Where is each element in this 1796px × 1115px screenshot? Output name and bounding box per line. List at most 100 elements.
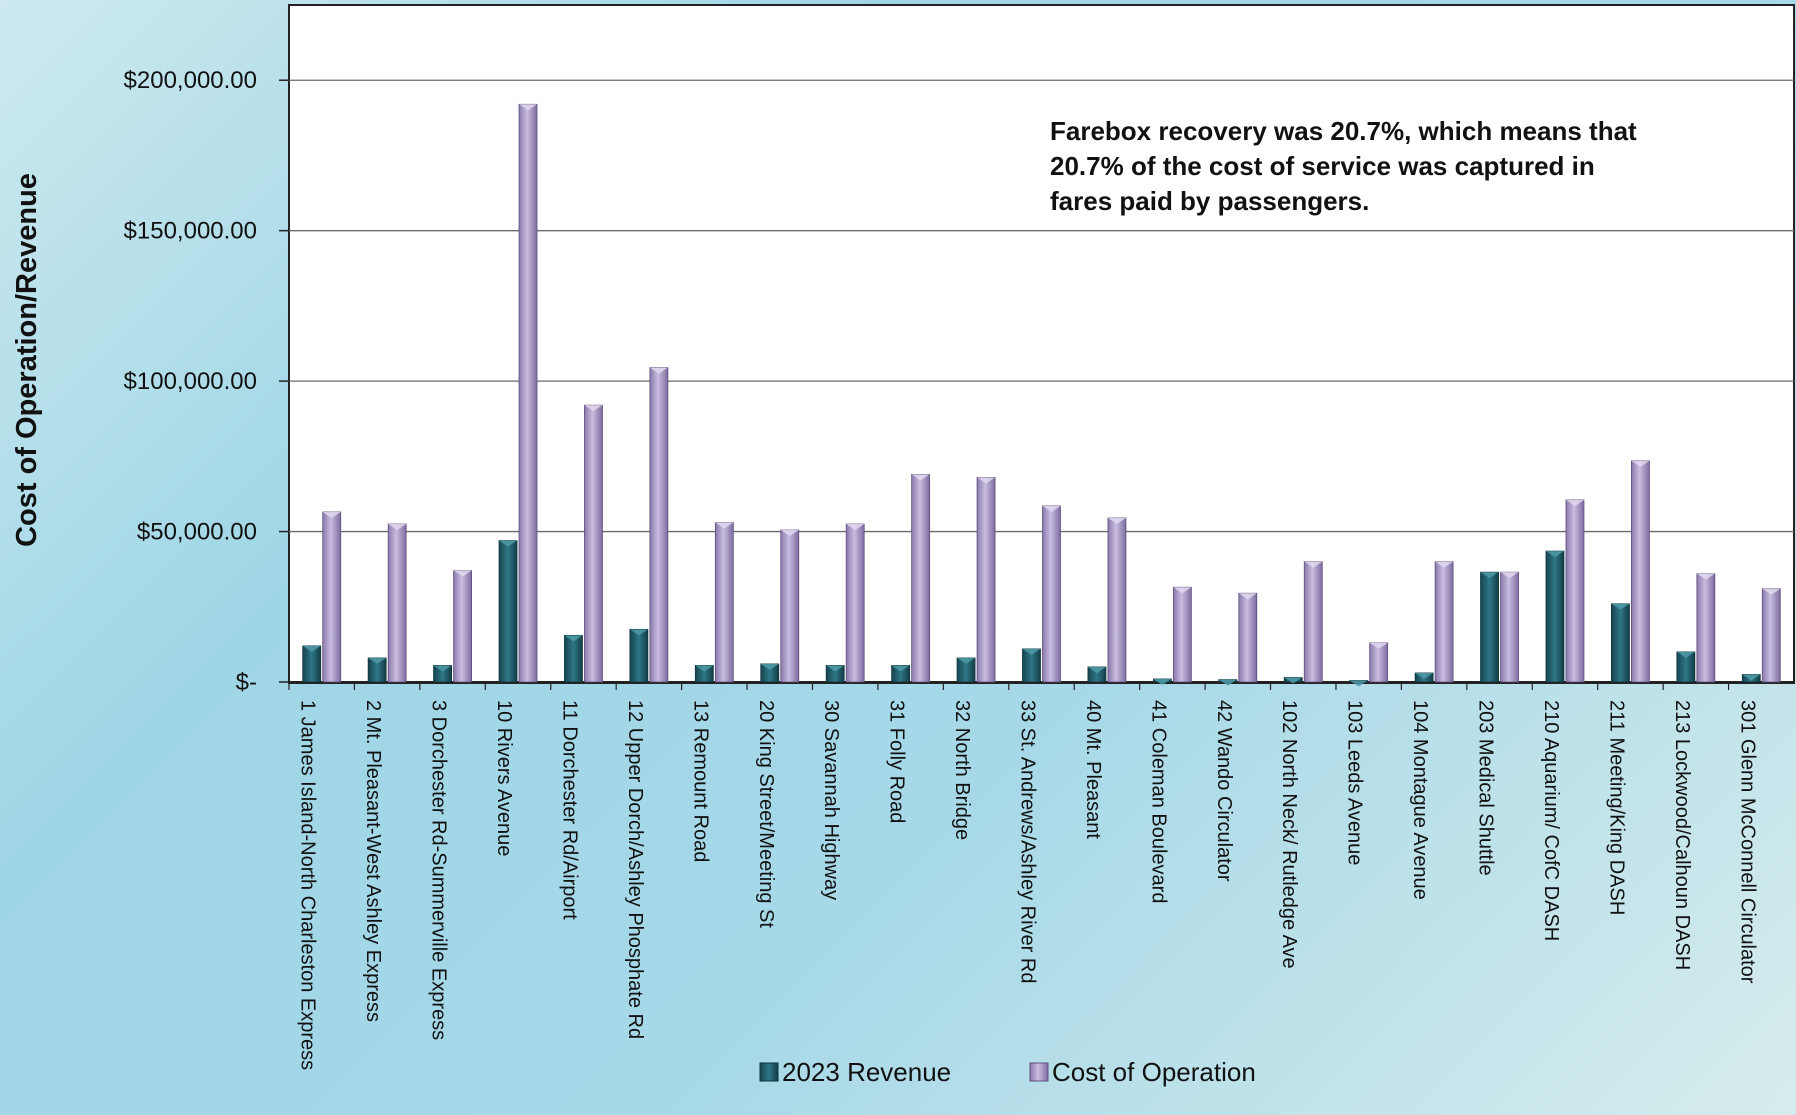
x-tick-label: 2 Mt. Pleasant-West Ashley Express bbox=[362, 700, 384, 1022]
bar-cap bbox=[1238, 593, 1257, 600]
bar-2023-revenue bbox=[825, 665, 845, 683]
x-tick-label: 30 Savannah Highway bbox=[820, 700, 842, 900]
bar-body bbox=[714, 522, 734, 683]
plot-area bbox=[288, 4, 1795, 684]
bar-cap bbox=[368, 657, 387, 664]
bar-cost-of-operation bbox=[1042, 505, 1061, 683]
x-tick-label: 40 Mt. Pleasant bbox=[1082, 700, 1104, 839]
bar-body bbox=[911, 473, 931, 683]
bar-cost-of-operation bbox=[1369, 642, 1389, 683]
bar-2023-revenue bbox=[1283, 677, 1303, 684]
x-tick-label: 12 Upper Dorch/Ashley Phosphate Rd bbox=[624, 700, 646, 1039]
annotation-line: Farebox recovery was 20.7%, which means … bbox=[1050, 116, 1637, 146]
bar-cap bbox=[846, 524, 865, 531]
bar-2023-revenue bbox=[1611, 603, 1630, 683]
bar-2023-revenue bbox=[1022, 648, 1041, 683]
bar-2023-revenue bbox=[1545, 550, 1565, 683]
bar-body bbox=[584, 404, 603, 683]
x-tick-label: 104 Montague Avenue bbox=[1409, 700, 1431, 900]
bar-2023-revenue bbox=[433, 665, 452, 683]
x-tick-label: 103 Leeds Avenue bbox=[1344, 700, 1366, 865]
bar-body bbox=[387, 523, 407, 683]
bars bbox=[302, 103, 1781, 687]
bar-cap bbox=[629, 629, 648, 636]
x-tick-label: 301 Glenn McConnell Circulator bbox=[1736, 700, 1758, 984]
bar-cost-of-operation bbox=[453, 570, 472, 683]
bar-2023-revenue bbox=[1676, 651, 1696, 683]
bar-body bbox=[649, 367, 669, 683]
bar-body bbox=[1761, 588, 1781, 683]
bar-cap bbox=[1611, 603, 1630, 610]
y-tick-label: $200,000.00 bbox=[124, 67, 257, 94]
bar-2023-revenue bbox=[302, 645, 322, 683]
x-tick-label: 213 Lockwood/Calhoun DASH bbox=[1671, 700, 1693, 970]
bar-cap bbox=[1500, 572, 1519, 579]
bar-body bbox=[1303, 561, 1323, 683]
bar-cap bbox=[322, 511, 341, 518]
bar-cap bbox=[891, 665, 910, 672]
y-tick-label: $50,000.00 bbox=[137, 519, 257, 546]
bar-cap bbox=[649, 367, 668, 374]
bar-cap bbox=[977, 477, 996, 484]
bar-cap bbox=[1676, 651, 1695, 658]
annotation-line: fares paid by passengers. bbox=[1050, 186, 1369, 216]
bar-2023-revenue bbox=[498, 540, 518, 683]
bar-body bbox=[518, 103, 538, 683]
bar-cost-of-operation bbox=[1434, 561, 1454, 683]
y-axis-ticks: $- $50,000.00 $100,000.00 $150,000.00 $200,0… bbox=[124, 67, 257, 696]
bar-cap bbox=[499, 540, 518, 547]
bar-cost-of-operation bbox=[1500, 571, 1519, 683]
x-tick-label: 41 Coleman Boulevard bbox=[1147, 700, 1169, 903]
bar-cap bbox=[1022, 648, 1041, 655]
legend-swatch bbox=[759, 1062, 779, 1082]
bar-cost-of-operation bbox=[649, 367, 669, 683]
bar-cost-of-operation bbox=[714, 522, 734, 683]
bar-body bbox=[1545, 550, 1565, 683]
bar-2023-revenue bbox=[1741, 674, 1761, 683]
farebox-annotation: Farebox recovery was 20.7%, which means … bbox=[1050, 116, 1637, 216]
bar-cost-of-operation bbox=[780, 529, 800, 683]
bar-cost-of-operation bbox=[1761, 588, 1781, 683]
x-tick-label: 10 Rivers Avenue bbox=[493, 700, 515, 856]
x-tick-label: 42 Wando Circulator bbox=[1213, 700, 1235, 882]
bar-cap bbox=[388, 524, 407, 531]
bar-body bbox=[1042, 505, 1061, 683]
bar-body bbox=[498, 540, 518, 683]
bar-cap bbox=[760, 663, 779, 670]
bar-2023-revenue bbox=[1349, 680, 1369, 687]
bar-cap bbox=[715, 522, 734, 529]
bar-cost-of-operation bbox=[387, 523, 407, 683]
bar-cap bbox=[1107, 518, 1126, 525]
legend-item: 2023 Revenue bbox=[759, 1057, 951, 1087]
gridlines bbox=[279, 79, 1794, 683]
x-tick-label: 203 Medical Shuttle bbox=[1475, 700, 1497, 876]
legend-label: Cost of Operation bbox=[1052, 1057, 1256, 1087]
bar-body bbox=[1500, 571, 1519, 683]
x-tick-label: 210 Aquarium/ CofC DASH bbox=[1540, 700, 1562, 941]
bar-cap bbox=[1173, 587, 1192, 594]
bar-cost-of-operation bbox=[1107, 517, 1127, 683]
bar-2023-revenue bbox=[891, 665, 911, 683]
bar-cap bbox=[911, 474, 930, 481]
bar-body bbox=[780, 529, 800, 683]
bar-2023-revenue bbox=[694, 665, 714, 683]
bar-cap bbox=[1545, 551, 1564, 558]
x-tick-label: 102 North Neck/ Rutledge Ave bbox=[1278, 700, 1300, 969]
bar-cap bbox=[519, 104, 538, 111]
bar-body bbox=[1238, 592, 1258, 683]
bar-body bbox=[453, 570, 472, 683]
bar-cap bbox=[1742, 674, 1761, 681]
bar-body bbox=[1565, 499, 1585, 683]
x-tick-label: 13 Remount Road bbox=[689, 700, 711, 862]
bar-body bbox=[1696, 573, 1716, 683]
bar-cap bbox=[1415, 672, 1434, 679]
bar-body bbox=[322, 511, 342, 683]
x-tick-label: 33 St. Andrews/Ashley River Rd bbox=[1017, 700, 1039, 983]
annotation-line: 20.7% of the cost of service was capture… bbox=[1050, 151, 1595, 181]
bar-cap bbox=[584, 405, 603, 412]
bar-body bbox=[845, 523, 865, 683]
legend-label: 2023 Revenue bbox=[782, 1057, 951, 1087]
bar-2023-revenue bbox=[1414, 672, 1434, 683]
